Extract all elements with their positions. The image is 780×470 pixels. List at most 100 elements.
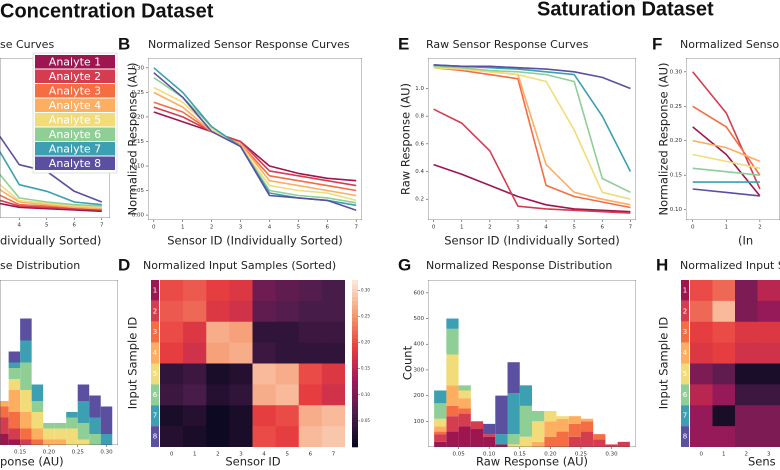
plot-area xyxy=(433,64,632,214)
y-tick-label: 5 xyxy=(683,370,687,378)
heat-cell xyxy=(206,384,230,406)
y-tick-label: 0.25 xyxy=(670,104,683,110)
heat-cell xyxy=(275,426,300,447)
heat-cell xyxy=(712,426,736,447)
x-tick-label: 3 xyxy=(767,452,771,458)
heat-cell xyxy=(712,280,736,302)
series-line xyxy=(692,71,761,190)
hist-bar xyxy=(31,384,44,401)
hist-bar xyxy=(77,423,90,440)
hist-bar xyxy=(568,436,581,447)
x-tick-label: 0.10 xyxy=(483,452,496,458)
panel-title: Raw Sensor Response Curves xyxy=(426,38,589,51)
hist-bar xyxy=(0,417,9,434)
hist-bar xyxy=(483,434,496,437)
hist-bar xyxy=(89,434,101,445)
heat-cell xyxy=(690,384,713,406)
x-tick-label: 4 xyxy=(262,452,266,458)
colorbar-label: 0.05 xyxy=(361,418,370,423)
heat-cell xyxy=(757,342,780,364)
series-line xyxy=(153,101,357,192)
hist-bar xyxy=(434,434,447,442)
x-tick-label: 7 xyxy=(332,452,336,458)
hist-bar xyxy=(458,398,471,409)
hist-bar xyxy=(20,390,32,412)
panel-title: Normalized Response Distribution xyxy=(426,259,612,272)
heat-cell xyxy=(229,363,253,385)
series-line xyxy=(153,76,357,204)
hist-bar xyxy=(434,418,447,427)
series-line xyxy=(0,188,102,210)
hist-bar xyxy=(54,423,67,429)
legend-label: Analyte 3 xyxy=(49,84,101,97)
y-tick-label: 0.20 xyxy=(670,138,683,144)
heat-cell xyxy=(275,405,300,427)
hist-bar xyxy=(8,351,21,363)
legend-swatch xyxy=(35,84,115,98)
y-tick-label: 400 xyxy=(414,342,425,348)
heat-cell xyxy=(321,321,345,344)
y-tick-label: 300 xyxy=(414,367,425,373)
y-tick-label: 7 xyxy=(153,412,157,420)
x-tick-label: 1 xyxy=(460,225,464,231)
panel-letter: F xyxy=(652,34,662,53)
y-tick-label: 0.15 xyxy=(670,173,683,179)
heat-cell xyxy=(321,300,345,323)
hist-bar xyxy=(8,368,21,379)
hist-bar xyxy=(434,426,447,432)
y-tick-label: 0.6 xyxy=(415,141,424,147)
heat-cell xyxy=(757,280,780,302)
heat-cell xyxy=(160,426,184,447)
hist-bar xyxy=(458,385,471,391)
heat-cell xyxy=(298,384,323,406)
heat-cell xyxy=(275,300,300,323)
row-color xyxy=(151,321,159,343)
heat-cell xyxy=(252,405,277,427)
series-line xyxy=(0,183,102,209)
hist-bar xyxy=(544,421,557,437)
y-tick-label: 600 xyxy=(414,290,425,296)
panel-letter: G xyxy=(398,255,411,274)
hist-bar xyxy=(556,431,569,447)
heat-cell xyxy=(757,426,780,447)
heat-cell xyxy=(183,426,207,447)
heat-cell xyxy=(735,426,758,447)
x-tick-label: 6 xyxy=(309,452,313,458)
hist-bar xyxy=(446,354,459,386)
panel-title: se Distribution xyxy=(0,259,80,272)
heat-cell xyxy=(229,342,253,364)
x-axis-label: Sensor ID xyxy=(225,455,280,469)
y-tick-label: 3 xyxy=(683,328,687,336)
legend-swatch xyxy=(35,127,115,141)
hist-bar xyxy=(20,428,32,440)
hist-bar xyxy=(519,436,532,447)
hist-bar xyxy=(77,401,90,423)
heat-cell xyxy=(321,280,345,302)
row-color xyxy=(151,280,159,301)
y-tick-label: 3 xyxy=(153,328,157,336)
x-tick-label: 0.25 xyxy=(72,450,85,456)
dataset-title: Saturation Dataset xyxy=(537,0,714,20)
x-tick-label: 0 xyxy=(152,225,156,231)
x-axis-label: dividually Sorted) xyxy=(0,234,101,248)
hist-bar xyxy=(31,428,44,440)
axes-frame xyxy=(686,58,780,220)
hist-bar xyxy=(20,362,32,390)
heat-cell xyxy=(298,426,323,447)
y-tick-label: 8 xyxy=(683,433,687,441)
y-axis-label: Raw Response (AU) xyxy=(399,83,413,195)
hist-bar xyxy=(89,395,101,418)
hist-bar xyxy=(434,441,447,447)
x-tick-label: 7 xyxy=(629,225,633,231)
heat-cell xyxy=(183,342,207,364)
x-tick-label: 0 xyxy=(700,452,704,458)
row-color xyxy=(681,280,689,301)
hist-bar xyxy=(507,434,520,445)
heat-cell xyxy=(321,342,345,364)
panel-letter: B xyxy=(118,34,130,53)
axes-frame xyxy=(428,58,636,220)
hist-bar xyxy=(77,384,90,401)
row-color xyxy=(151,363,159,385)
hist-bar xyxy=(31,401,44,412)
